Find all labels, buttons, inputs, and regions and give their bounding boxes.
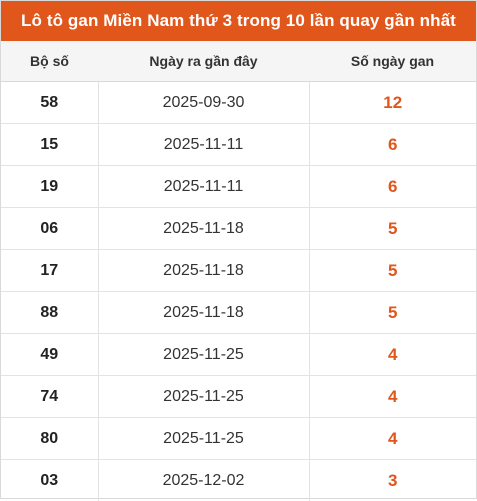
days-cell: 6	[309, 124, 476, 166]
date-cell: 2025-12-02	[98, 460, 309, 501]
number-cell: 49	[1, 334, 98, 376]
date-cell: 2025-11-18	[98, 208, 309, 250]
number-cell: 15	[1, 124, 98, 166]
days-cell: 4	[309, 334, 476, 376]
date-cell: 2025-11-25	[98, 376, 309, 418]
days-cell: 4	[309, 376, 476, 418]
table-row: 49 2025-11-25 4	[1, 334, 476, 376]
date-cell: 2025-11-18	[98, 292, 309, 334]
days-cell: 3	[309, 460, 476, 501]
number-cell: 06	[1, 208, 98, 250]
number-cell: 88	[1, 292, 98, 334]
number-cell: 74	[1, 376, 98, 418]
date-cell: 2025-09-30	[98, 82, 309, 124]
table-row: 15 2025-11-11 6	[1, 124, 476, 166]
number-cell: 17	[1, 250, 98, 292]
column-header-date: Ngày ra gần đây	[98, 41, 309, 82]
date-cell: 2025-11-25	[98, 418, 309, 460]
lo-gan-table: Bộ số Ngày ra gần đây Số ngày gan 58 202…	[1, 41, 476, 501]
days-cell: 5	[309, 208, 476, 250]
number-cell: 19	[1, 166, 98, 208]
number-cell: 80	[1, 418, 98, 460]
table-header-row: Bộ số Ngày ra gần đây Số ngày gan	[1, 41, 476, 82]
table-row: 19 2025-11-11 6	[1, 166, 476, 208]
column-header-days: Số ngày gan	[309, 41, 476, 82]
widget-title: Lô tô gan Miền Nam thứ 3 trong 10 lần qu…	[1, 1, 476, 41]
days-cell: 12	[309, 82, 476, 124]
date-cell: 2025-11-11	[98, 124, 309, 166]
table-row: 03 2025-12-02 3	[1, 460, 476, 501]
days-cell: 5	[309, 292, 476, 334]
table-row: 06 2025-11-18 5	[1, 208, 476, 250]
number-cell: 58	[1, 82, 98, 124]
date-cell: 2025-11-25	[98, 334, 309, 376]
days-cell: 6	[309, 166, 476, 208]
number-cell: 03	[1, 460, 98, 501]
column-header-number: Bộ số	[1, 41, 98, 82]
table-row: 88 2025-11-18 5	[1, 292, 476, 334]
date-cell: 2025-11-11	[98, 166, 309, 208]
date-cell: 2025-11-18	[98, 250, 309, 292]
table-row: 80 2025-11-25 4	[1, 418, 476, 460]
table-row: 74 2025-11-25 4	[1, 376, 476, 418]
days-cell: 4	[309, 418, 476, 460]
table-row: 58 2025-09-30 12	[1, 82, 476, 124]
days-cell: 5	[309, 250, 476, 292]
table-row: 17 2025-11-18 5	[1, 250, 476, 292]
